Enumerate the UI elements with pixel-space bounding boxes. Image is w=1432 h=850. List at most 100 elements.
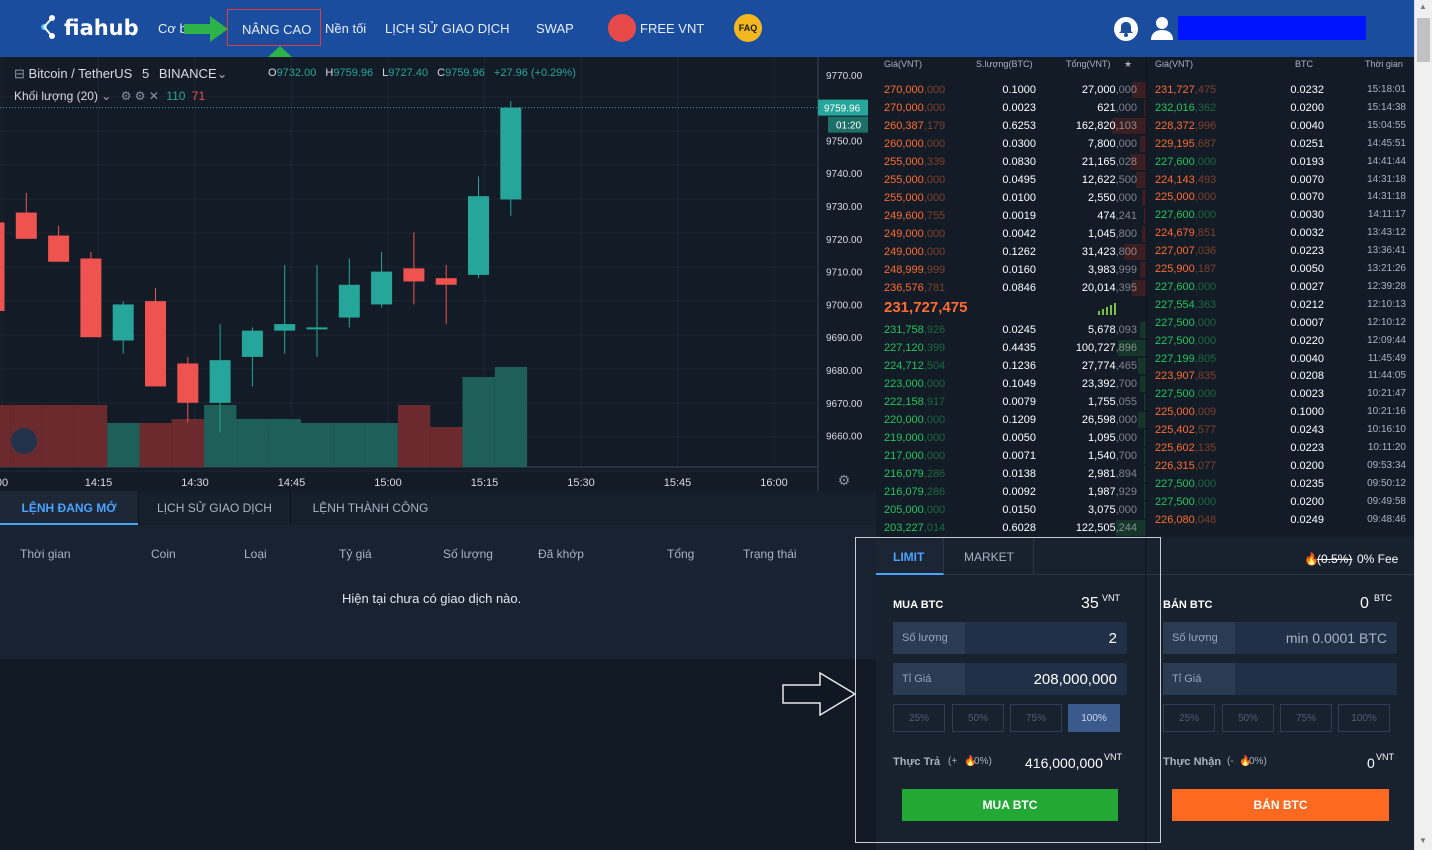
- nav-dark-mode[interactable]: Nền tối: [325, 21, 367, 36]
- total: 2,981,894: [1088, 468, 1137, 480]
- green-arrow-icon: [184, 16, 228, 42]
- tab-trade-history[interactable]: LỊCH SỬ GIAO DỊCH: [138, 491, 290, 525]
- ask-row[interactable]: 249,600,755 0.0019 474,241: [876, 207, 1146, 225]
- tab-limit[interactable]: LIMIT: [893, 550, 925, 564]
- bid-row[interactable]: 222,158,917 0.0079 1,755,055: [876, 393, 1146, 411]
- chart-canvas[interactable]: 00 14:15 14:30 14:45 15:00 15:15 15:30 15:45 16:…: [0, 57, 876, 491]
- ask-row[interactable]: 249,000,000 0.0042 1,045,800: [876, 225, 1146, 243]
- trade-row: 228,372,996 0.0040 15:04:55: [1147, 117, 1414, 135]
- price: 249,000,000: [884, 246, 946, 258]
- nav-advanced[interactable]: NÂNG CAO: [227, 9, 321, 46]
- buy-rate-field[interactable]: Tỉ Giá 208,000,000: [893, 663, 1127, 695]
- ask-row[interactable]: 260,387,179 0.6253 162,820,103: [876, 117, 1146, 135]
- ask-row[interactable]: 260,000,000 0.0300 7,800,000: [876, 135, 1146, 153]
- bid-row[interactable]: 216,079,286 0.0092 1,987,929: [876, 483, 1146, 501]
- total-decimals: ,700: [1115, 450, 1137, 462]
- tab-open-orders[interactable]: LỆNH ĐANG MỞ: [0, 491, 138, 525]
- candle-body: [48, 235, 70, 262]
- chevron-down-icon[interactable]: ⌄: [216, 66, 228, 81]
- y-tick-label: 9730.00: [826, 202, 863, 213]
- bid-row[interactable]: 219,000,000 0.0050 1,095,000: [876, 429, 1146, 447]
- highlight-box: [855, 537, 1161, 843]
- sell-pct-25[interactable]: 25%: [1163, 704, 1215, 732]
- sell-button[interactable]: BÁN BTC: [1172, 789, 1389, 821]
- volume-bar: [171, 419, 205, 467]
- fiahub-logo[interactable]: fiahub: [40, 14, 139, 44]
- tab-market-bg: [944, 537, 1034, 575]
- buy-pct-25[interactable]: 25%: [893, 704, 945, 732]
- page-scrollbar[interactable]: ▲ ▼: [1414, 0, 1432, 850]
- sell-rate-field[interactable]: Tỉ Giá: [1163, 663, 1397, 695]
- chevron-down-icon[interactable]: ⌄: [101, 89, 112, 103]
- sell-pct-75[interactable]: 75%: [1280, 704, 1332, 732]
- nav-swap[interactable]: SWAP: [536, 21, 574, 36]
- buy-rate-input[interactable]: 208,000,000: [1033, 671, 1117, 688]
- qty: 0.6028: [1002, 522, 1036, 534]
- trade-qty: 0.0023: [1290, 388, 1324, 401]
- ob-header-price: Giá(VNT): [884, 59, 922, 69]
- trade-price: 228,372,996: [1155, 119, 1217, 132]
- settings-icon[interactable]: ⚙ ⚙ ✕: [120, 89, 159, 103]
- price-decimals: ,000: [923, 174, 946, 186]
- price-chart[interactable]: 00 14:15 14:30 14:45 15:00 15:15 15:30 15:45 16:…: [0, 57, 876, 491]
- depth-bar: [1140, 322, 1146, 338]
- free-vnt-icon[interactable]: [608, 14, 636, 42]
- sell-pct-50[interactable]: 50%: [1222, 704, 1274, 732]
- nav-history[interactable]: LỊCH SỬ GIAO DỊCH: [385, 21, 510, 36]
- ask-row[interactable]: 270,000,000 0.1000 27,000,000: [876, 81, 1146, 99]
- collapse-icon[interactable]: ⊟: [14, 66, 25, 81]
- bid-row[interactable]: 231,758,926 0.0245 5,678,093: [876, 321, 1146, 339]
- sell-recv-fee-b: 0%): [1249, 756, 1267, 767]
- trade-row: 232,016,362 0.0200 15:14:38: [1147, 99, 1414, 117]
- x-tick-label: 15:45: [664, 477, 692, 489]
- buy-pct-100[interactable]: 100%: [1068, 704, 1120, 732]
- star-icon[interactable]: ★: [1124, 59, 1133, 69]
- sell-qty-field[interactable]: Số lượng min 0.0001 BTC: [1163, 622, 1397, 654]
- faq-icon[interactable]: FAQ: [734, 14, 762, 42]
- scroll-down-icon[interactable]: ▼: [1419, 836, 1427, 845]
- bid-row[interactable]: 227,120,399 0.4435 100,727,896: [876, 339, 1146, 357]
- volume-label[interactable]: Khối lượng (20): [14, 89, 98, 103]
- tab-market[interactable]: MARKET: [964, 550, 1015, 564]
- total-decimals: ,929: [1115, 486, 1137, 498]
- trades-header-qty: BTC: [1295, 59, 1313, 69]
- trade-time: 10:16:10: [1367, 424, 1406, 436]
- bid-row[interactable]: 203,227,014 0.6028 122,505,244: [876, 519, 1146, 537]
- buy-button[interactable]: MUA BTC: [902, 789, 1118, 821]
- chart-symbol[interactable]: Bitcoin / TetherUS: [28, 66, 133, 81]
- ask-row[interactable]: 255,000,000 0.0100 2,550,000: [876, 189, 1146, 207]
- bid-row[interactable]: 205,000,000 0.0150 3,075,000: [876, 501, 1146, 519]
- buy-pct-75[interactable]: 75%: [1010, 704, 1062, 732]
- ask-row[interactable]: 255,000,000 0.0495 12,622,500: [876, 171, 1146, 189]
- buy-qty-input[interactable]: 2: [1108, 630, 1117, 647]
- chart-interval[interactable]: 5: [141, 66, 150, 81]
- price-decimals: ,000: [923, 378, 946, 390]
- trade-price-decimals: ,036: [1194, 245, 1217, 258]
- bid-row[interactable]: 217,000,000 0.0071 1,540,700: [876, 447, 1146, 465]
- sell-pct-100[interactable]: 100%: [1338, 704, 1390, 732]
- ask-row[interactable]: 249,000,000 0.1262 31,423,800: [876, 243, 1146, 261]
- scrollbar-thumb[interactable]: [1417, 18, 1430, 62]
- buy-pct-50[interactable]: 50%: [952, 704, 1004, 732]
- bid-row[interactable]: 224,712,504 0.1236 27,774,465: [876, 357, 1146, 375]
- volume-bar: [42, 405, 75, 467]
- user-account-box[interactable]: [1178, 16, 1366, 40]
- nav-free-vnt[interactable]: FREE VNT: [640, 21, 705, 36]
- tab-completed-orders[interactable]: LỆNH THÀNH CÔNG: [290, 491, 450, 525]
- ask-row[interactable]: 255,000,339 0.0830 21,165,028: [876, 153, 1146, 171]
- bid-row[interactable]: 223,000,000 0.1049 23,392,700: [876, 375, 1146, 393]
- sell-qty-input[interactable]: min 0.0001 BTC: [1285, 630, 1387, 646]
- bid-row[interactable]: 216,079,286 0.0138 2,981,894: [876, 465, 1146, 483]
- notification-bell-icon[interactable]: [1114, 17, 1138, 41]
- trade-qty: 0.0040: [1290, 119, 1324, 132]
- ask-row[interactable]: 248,999,999 0.0160 3,983,999: [876, 261, 1146, 279]
- user-icon[interactable]: [1151, 16, 1173, 40]
- bid-row[interactable]: 220,000,000 0.1209 26,598,000: [876, 411, 1146, 429]
- scroll-up-icon[interactable]: ▲: [1419, 2, 1427, 11]
- nav-basic[interactable]: Cơ b: [158, 21, 187, 36]
- chart-exchange[interactable]: BINANCE: [158, 66, 217, 81]
- ask-row[interactable]: 270,000,000 0.0023 621,000: [876, 99, 1146, 117]
- ask-row[interactable]: 236,576,781 0.0846 20,014,395: [876, 279, 1146, 297]
- buy-qty-field[interactable]: Số lượng 2: [893, 622, 1127, 654]
- total-decimals: ,000: [1115, 192, 1137, 204]
